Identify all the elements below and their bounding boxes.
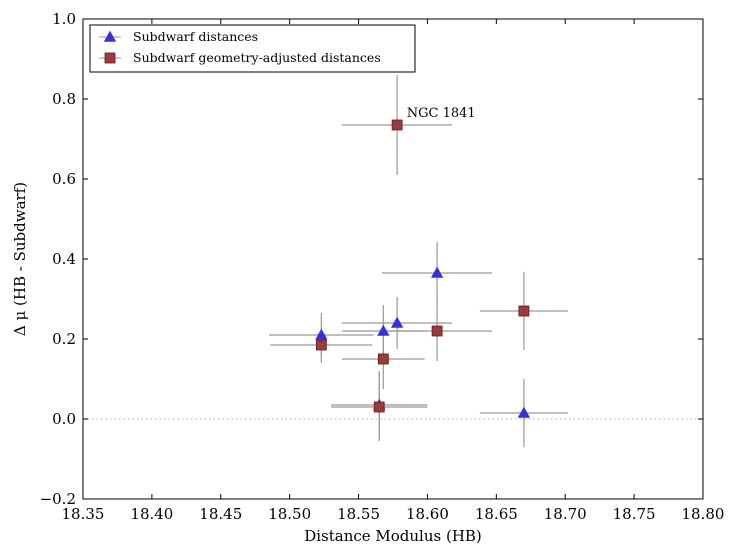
x-tick-label: 18.45	[199, 505, 242, 523]
x-tick-label: 18.65	[475, 505, 518, 523]
legend-marker-subdwarf	[99, 30, 121, 42]
legend-label-subdwarf: Subdwarf distances	[133, 29, 258, 44]
legend-box	[89, 24, 416, 73]
y-tick-label: 0.4	[52, 250, 76, 268]
tick-layer: 18.35 18.40 18.45 18.50 18.55 18.60 18.65 18.70…	[40, 10, 725, 523]
y-tick-label: 0.2	[52, 330, 76, 348]
legend: Subdwarf distances Subdwarf geometry-adj…	[89, 24, 416, 73]
subdwarf-point	[430, 266, 444, 278]
x-tick-label: 18.55	[337, 505, 380, 523]
annotation-ngc-1841: NGC 1841	[407, 106, 476, 121]
x-tick-label: 18.80	[682, 505, 725, 523]
x-tick-label: 18.40	[130, 505, 173, 523]
subdwarf-point	[517, 406, 531, 418]
plot-area	[83, 19, 703, 499]
y-tick-label: 0.8	[52, 90, 76, 108]
legend-marker-symbol	[104, 52, 116, 64]
x-axis-label: Distance Modulus (HB)	[304, 527, 482, 545]
subdwarf-point	[377, 324, 390, 336]
x-tick-label: 18.50	[268, 505, 311, 523]
y-tick-label: 0.6	[52, 170, 76, 188]
geometry-adjusted-point	[391, 119, 403, 131]
geometry-adjusted-point	[377, 353, 389, 365]
y-axis-label: Δ μ (HB - Subdwarf)	[11, 182, 29, 336]
y-tick-label: 0.0	[52, 410, 76, 428]
legend-marker-geometry-adjusted	[99, 52, 121, 64]
subdwarf-point	[390, 316, 404, 328]
legend-label-geometry-adjusted: Subdwarf geometry-adjusted distances	[133, 50, 381, 65]
marker-layer	[315, 119, 531, 418]
geometry-adjusted-point	[518, 305, 530, 317]
y-tick-label: −0.2	[40, 490, 76, 508]
geometry-adjusted-point	[315, 339, 327, 351]
x-tick-label: 18.75	[613, 505, 656, 523]
geometry-adjusted-point	[431, 325, 443, 337]
geometry-adjusted-point	[373, 401, 385, 413]
x-tick-label: 18.60	[406, 505, 449, 523]
x-tick-label: 18.35	[62, 505, 105, 523]
subdwarf-point	[315, 328, 328, 340]
legend-marker-symbol	[103, 30, 117, 42]
y-tick-label: 1.0	[52, 10, 76, 28]
x-tick-label: 18.70	[544, 505, 587, 523]
